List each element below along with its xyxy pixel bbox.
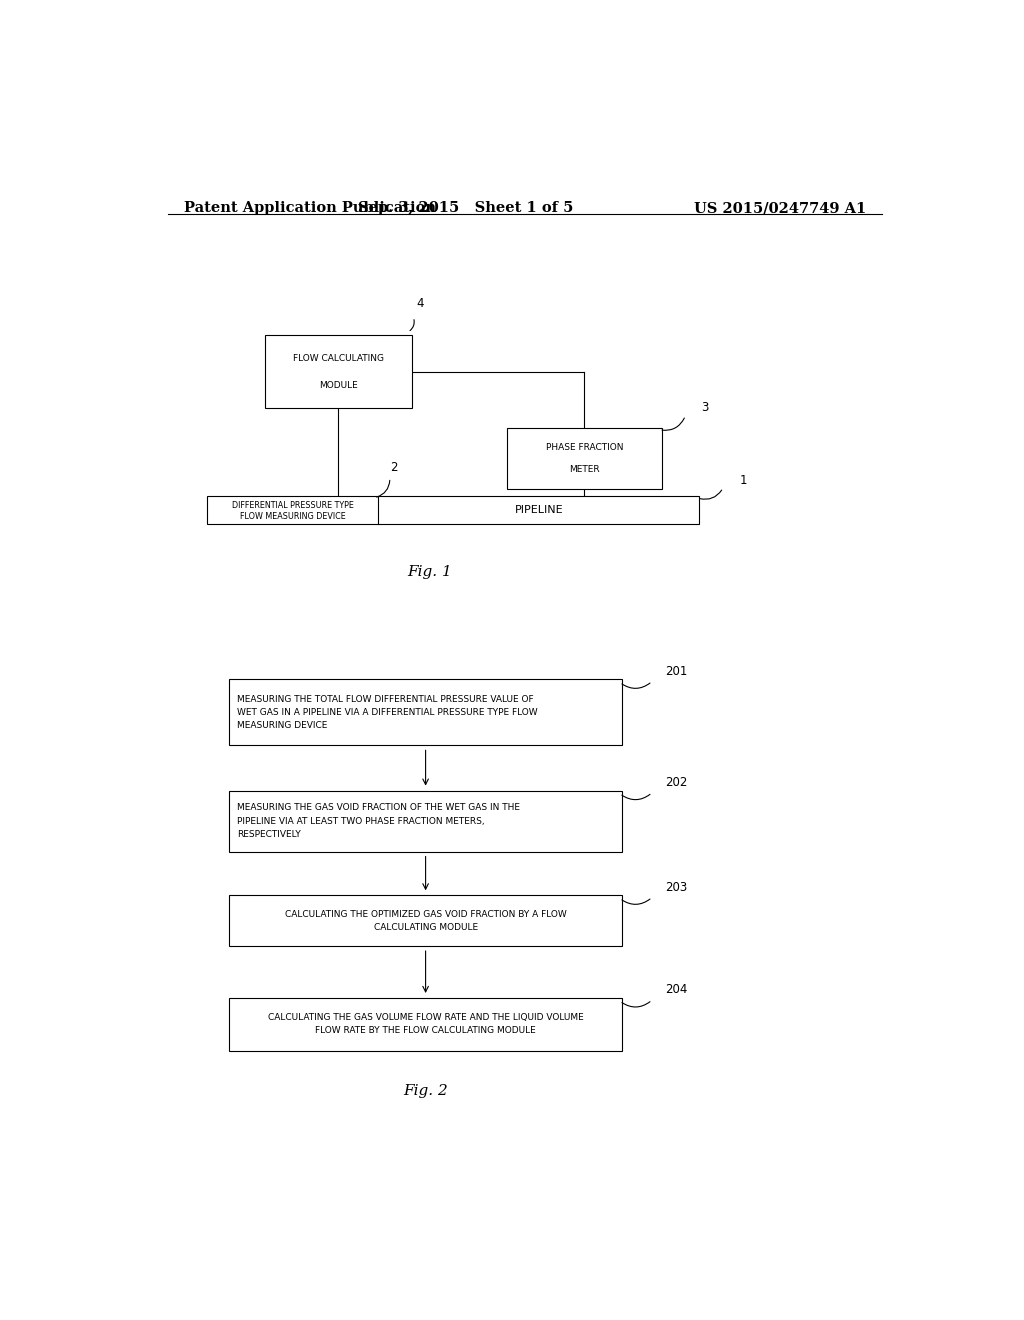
Text: FLOW RATE BY THE FLOW CALCULATING MODULE: FLOW RATE BY THE FLOW CALCULATING MODULE <box>315 1027 536 1035</box>
Text: Fig. 1: Fig. 1 <box>408 565 452 579</box>
Text: MEASURING THE GAS VOID FRACTION OF THE WET GAS IN THE: MEASURING THE GAS VOID FRACTION OF THE W… <box>238 804 520 812</box>
Text: PIPELINE: PIPELINE <box>514 506 563 515</box>
Bar <box>229 895 622 946</box>
Text: MEASURING THE TOTAL FLOW DIFFERENTIAL PRESSURE VALUE OF: MEASURING THE TOTAL FLOW DIFFERENTIAL PR… <box>238 694 534 704</box>
Text: PIPELINE VIA AT LEAST TWO PHASE FRACTION METERS,: PIPELINE VIA AT LEAST TWO PHASE FRACTION… <box>238 817 484 825</box>
Bar <box>265 335 412 408</box>
Text: WET GAS IN A PIPELINE VIA A DIFFERENTIAL PRESSURE TYPE FLOW: WET GAS IN A PIPELINE VIA A DIFFERENTIAL… <box>238 708 538 717</box>
Text: FLOW CALCULATING: FLOW CALCULATING <box>293 354 384 363</box>
Text: CALCULATING THE GAS VOLUME FLOW RATE AND THE LIQUID VOLUME: CALCULATING THE GAS VOLUME FLOW RATE AND… <box>267 1014 584 1022</box>
Text: DIFFERENTIAL PRESSURE TYPE: DIFFERENTIAL PRESSURE TYPE <box>231 500 353 510</box>
Text: 204: 204 <box>665 983 687 997</box>
Text: 202: 202 <box>665 776 687 789</box>
Text: 2: 2 <box>390 461 397 474</box>
Text: METER: METER <box>569 465 600 474</box>
Text: US 2015/0247749 A1: US 2015/0247749 A1 <box>694 201 866 215</box>
Text: 203: 203 <box>665 880 687 894</box>
Text: PHASE FRACTION: PHASE FRACTION <box>546 442 623 451</box>
Bar <box>229 998 622 1051</box>
Text: CALCULATING THE OPTIMIZED GAS VOID FRACTION BY A FLOW: CALCULATING THE OPTIMIZED GAS VOID FRACT… <box>285 909 566 919</box>
Text: 201: 201 <box>665 665 687 677</box>
Bar <box>229 680 622 746</box>
Text: MODULE: MODULE <box>318 380 357 389</box>
Bar <box>207 496 699 524</box>
Bar <box>229 791 622 851</box>
Text: Patent Application Publication: Patent Application Publication <box>183 201 435 215</box>
Text: FLOW MEASURING DEVICE: FLOW MEASURING DEVICE <box>240 512 345 521</box>
Text: 4: 4 <box>416 297 423 310</box>
Text: MEASURING DEVICE: MEASURING DEVICE <box>238 721 328 730</box>
Text: 1: 1 <box>739 474 746 487</box>
Text: RESPECTIVELY: RESPECTIVELY <box>238 830 301 838</box>
Text: Fig. 2: Fig. 2 <box>403 1085 447 1098</box>
Text: 3: 3 <box>701 401 709 414</box>
Text: CALCULATING MODULE: CALCULATING MODULE <box>374 923 477 932</box>
Bar <box>507 428 662 488</box>
Text: Sep. 3, 2015   Sheet 1 of 5: Sep. 3, 2015 Sheet 1 of 5 <box>357 201 573 215</box>
